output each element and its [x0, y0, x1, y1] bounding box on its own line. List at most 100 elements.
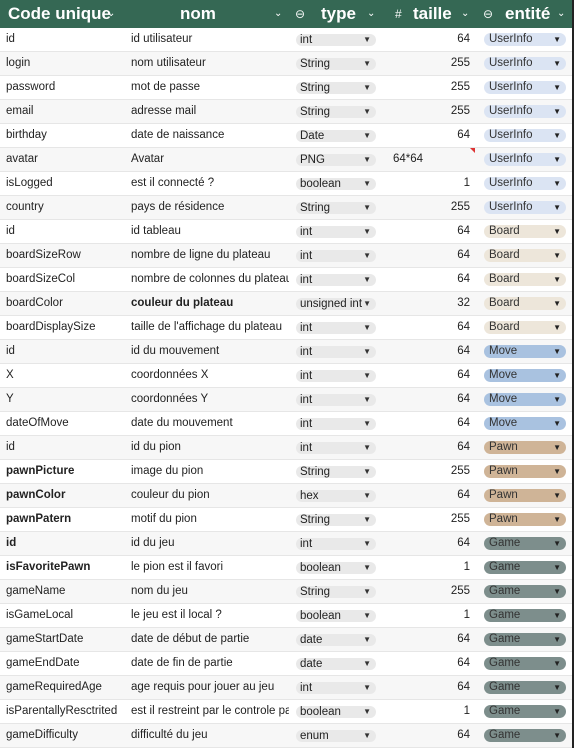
header-type[interactable]: ⊖ type ⌄	[295, 0, 385, 28]
taille-cell[interactable]: 255	[450, 57, 470, 69]
chevron-down-icon[interactable]: ▼	[553, 395, 561, 404]
taille-cell[interactable]: 64	[457, 441, 470, 453]
chevron-down-icon[interactable]: ▼	[553, 707, 561, 716]
type-dropdown[interactable]: boolean ▼	[296, 610, 376, 622]
code-unique-cell[interactable]: id	[6, 441, 15, 453]
chevron-down-icon[interactable]: ▼	[363, 299, 371, 308]
chevron-down-icon[interactable]: ▼	[553, 347, 561, 356]
nom-cell[interactable]: nombre de ligne du plateau	[131, 249, 271, 261]
entite-dropdown[interactable]: Game ▼	[484, 561, 566, 574]
chevron-down-icon[interactable]: ▼	[363, 131, 371, 140]
code-unique-cell[interactable]: id	[6, 225, 15, 237]
taille-cell[interactable]: 64	[457, 249, 470, 261]
nom-cell[interactable]: nom utilisateur	[131, 57, 206, 69]
entite-dropdown[interactable]: Pawn ▼	[484, 465, 566, 478]
taille-cell[interactable]: 64	[457, 33, 470, 45]
type-dropdown[interactable]: String ▼	[296, 466, 376, 478]
code-unique-cell[interactable]: boardDisplaySize	[6, 321, 96, 333]
chevron-down-icon[interactable]: ▼	[553, 371, 561, 380]
chevron-down-icon[interactable]: ▼	[363, 515, 371, 524]
type-dropdown[interactable]: int ▼	[296, 394, 376, 406]
chevron-down-icon[interactable]: ▼	[363, 731, 371, 740]
entite-dropdown[interactable]: Game ▼	[484, 657, 566, 670]
type-dropdown[interactable]: PNG ▼	[296, 154, 376, 166]
entite-dropdown[interactable]: Move ▼	[484, 393, 566, 406]
header-nom[interactable]: nom ⌄	[124, 0, 294, 28]
code-unique-cell[interactable]: gameEndDate	[6, 657, 80, 669]
type-dropdown[interactable]: int ▼	[296, 370, 376, 382]
chevron-down-icon[interactable]: ▼	[363, 683, 371, 692]
type-dropdown[interactable]: boolean ▼	[296, 562, 376, 574]
header-code-unique[interactable]: Code unique ⌄	[8, 0, 123, 28]
nom-cell[interactable]: nombre de colonnes du plateau	[131, 273, 289, 285]
chevron-down-icon[interactable]: ▼	[363, 371, 371, 380]
nom-cell[interactable]: date de naissance	[131, 129, 225, 141]
code-unique-cell[interactable]: id	[6, 537, 17, 549]
type-dropdown[interactable]: String ▼	[296, 586, 376, 598]
chevron-down-icon[interactable]: ▼	[553, 611, 561, 620]
chevron-down-icon[interactable]: ▼	[363, 107, 371, 116]
chevron-down-icon[interactable]: ▼	[363, 491, 371, 500]
type-dropdown[interactable]: int ▼	[296, 418, 376, 430]
entite-dropdown[interactable]: Game ▼	[484, 537, 566, 550]
nom-cell[interactable]: couleur du pion	[131, 489, 210, 501]
chevron-down-icon[interactable]: ▼	[363, 635, 371, 644]
entite-dropdown[interactable]: Game ▼	[484, 609, 566, 622]
entite-dropdown[interactable]: Game ▼	[484, 681, 566, 694]
code-unique-cell[interactable]: gameRequiredAge	[6, 681, 102, 693]
code-unique-cell[interactable]: isParentallyResctrited	[6, 705, 118, 717]
entite-dropdown[interactable]: Game ▼	[484, 729, 566, 742]
chevron-down-icon[interactable]: ▼	[363, 275, 371, 284]
entite-dropdown[interactable]: Board ▼	[484, 249, 566, 262]
overflow-text-cell[interactable]: 64*64	[393, 153, 424, 165]
nom-cell[interactable]: coordonnées X	[131, 369, 209, 381]
chevron-down-icon[interactable]: ▼	[553, 179, 561, 188]
chevron-down-icon[interactable]: ▼	[553, 539, 561, 548]
code-unique-cell[interactable]: boardColor	[6, 297, 63, 309]
chevron-down-icon[interactable]: ▼	[363, 59, 371, 68]
type-dropdown[interactable]: hex ▼	[296, 490, 376, 502]
taille-cell[interactable]: 255	[450, 513, 470, 525]
taille-cell[interactable]: 255	[450, 201, 470, 213]
entite-dropdown[interactable]: UserInfo ▼	[484, 177, 566, 190]
entite-dropdown[interactable]: UserInfo ▼	[484, 33, 566, 46]
code-unique-cell[interactable]: boardSizeRow	[6, 249, 81, 261]
type-dropdown[interactable]: Date ▼	[296, 130, 376, 142]
code-unique-cell[interactable]: isLogged	[6, 177, 53, 189]
entite-dropdown[interactable]: Move ▼	[484, 345, 566, 358]
type-dropdown[interactable]: int ▼	[296, 322, 376, 334]
type-dropdown[interactable]: int ▼	[296, 226, 376, 238]
type-dropdown[interactable]: int ▼	[296, 682, 376, 694]
chevron-down-icon[interactable]: ▼	[553, 131, 561, 140]
taille-cell[interactable]: 64	[457, 729, 470, 741]
code-unique-cell[interactable]: id	[6, 33, 15, 45]
chevron-down-icon[interactable]: ▼	[553, 563, 561, 572]
chevron-down-icon[interactable]: ⌄	[461, 8, 470, 19]
chevron-down-icon[interactable]: ▼	[363, 251, 371, 260]
code-unique-cell[interactable]: password	[6, 81, 56, 93]
entite-dropdown[interactable]: UserInfo ▼	[484, 57, 566, 70]
code-unique-cell[interactable]: id	[6, 345, 15, 357]
code-unique-cell[interactable]: gameDifficulty	[6, 729, 79, 741]
taille-cell[interactable]: 64	[457, 273, 470, 285]
nom-cell[interactable]: est il connecté ?	[131, 177, 215, 189]
chevron-down-icon[interactable]: ⌄	[367, 8, 376, 19]
code-unique-cell[interactable]: X	[6, 369, 14, 381]
chevron-down-icon[interactable]: ▼	[363, 539, 371, 548]
type-dropdown[interactable]: boolean ▼	[296, 706, 376, 718]
nom-cell[interactable]: id du jeu	[131, 537, 175, 549]
chevron-down-icon[interactable]: ▼	[363, 179, 371, 188]
code-unique-cell[interactable]: pawnPatern	[6, 513, 72, 525]
code-unique-cell[interactable]: isGameLocal	[6, 609, 74, 621]
chevron-down-icon[interactable]: ▼	[363, 395, 371, 404]
entite-dropdown[interactable]: Board ▼	[484, 225, 566, 238]
nom-cell[interactable]: couleur du plateau	[131, 297, 234, 309]
chevron-down-icon[interactable]: ▼	[363, 323, 371, 332]
nom-cell[interactable]: difficulté du jeu	[131, 729, 208, 741]
nom-cell[interactable]: id du mouvement	[131, 345, 220, 357]
entite-dropdown[interactable]: Pawn ▼	[484, 513, 566, 526]
chevron-down-icon[interactable]: ▼	[553, 275, 561, 284]
taille-cell[interactable]: 255	[450, 465, 470, 477]
chevron-down-icon[interactable]: ▼	[553, 323, 561, 332]
chevron-down-icon[interactable]: ⌄	[107, 8, 116, 19]
